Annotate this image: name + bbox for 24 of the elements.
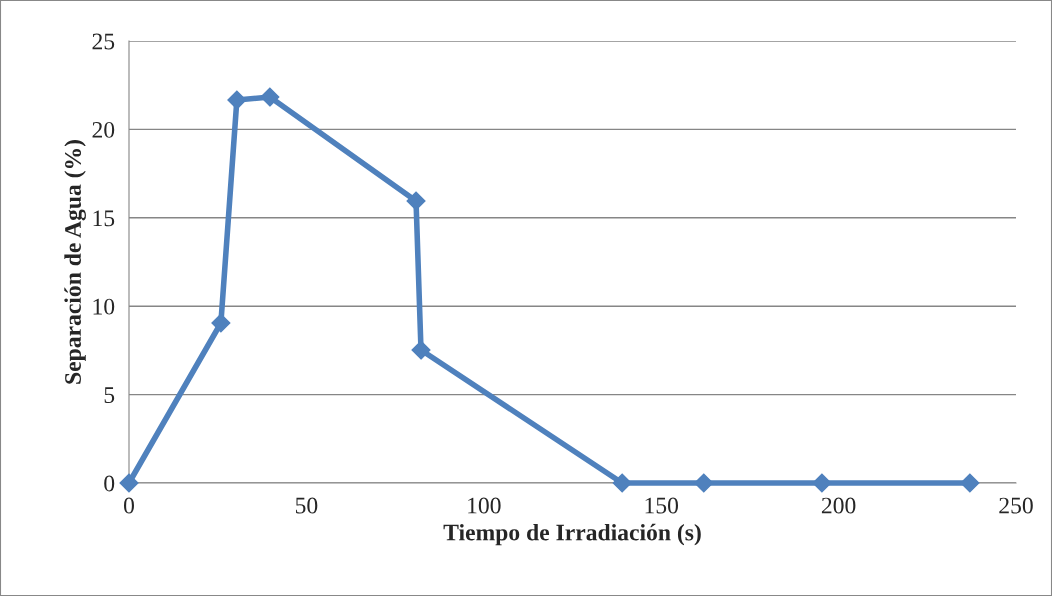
y-tick-label: 5 bbox=[104, 387, 115, 404]
y-tick-label: 0 bbox=[104, 475, 115, 492]
y-tick-label: 10 bbox=[93, 298, 115, 315]
point bbox=[406, 191, 426, 211]
y-tick-label: 25 bbox=[92, 33, 115, 50]
point bbox=[411, 340, 431, 360]
point bbox=[960, 473, 980, 493]
point bbox=[211, 313, 231, 333]
x-tick-label: 50 bbox=[295, 497, 318, 514]
point bbox=[260, 87, 280, 107]
y-axis-title: Separación de Agua (%) bbox=[64, 140, 86, 384]
point bbox=[227, 90, 247, 110]
point bbox=[612, 473, 632, 493]
y-tick-label: 15 bbox=[93, 210, 115, 227]
x-tick-label: 0 bbox=[124, 497, 134, 514]
point bbox=[694, 473, 714, 493]
x-tick-label: 200 bbox=[821, 497, 856, 514]
x-tick-label: 100 bbox=[468, 497, 501, 514]
x-tick-label: 150 bbox=[645, 497, 679, 514]
x-axis-title: Tiempo de Irradiación (s) bbox=[443, 523, 701, 546]
y-tick-label: 20 bbox=[92, 121, 115, 138]
point bbox=[812, 473, 832, 493]
x-tick-label: 250 bbox=[999, 497, 1033, 514]
point bbox=[119, 473, 139, 493]
